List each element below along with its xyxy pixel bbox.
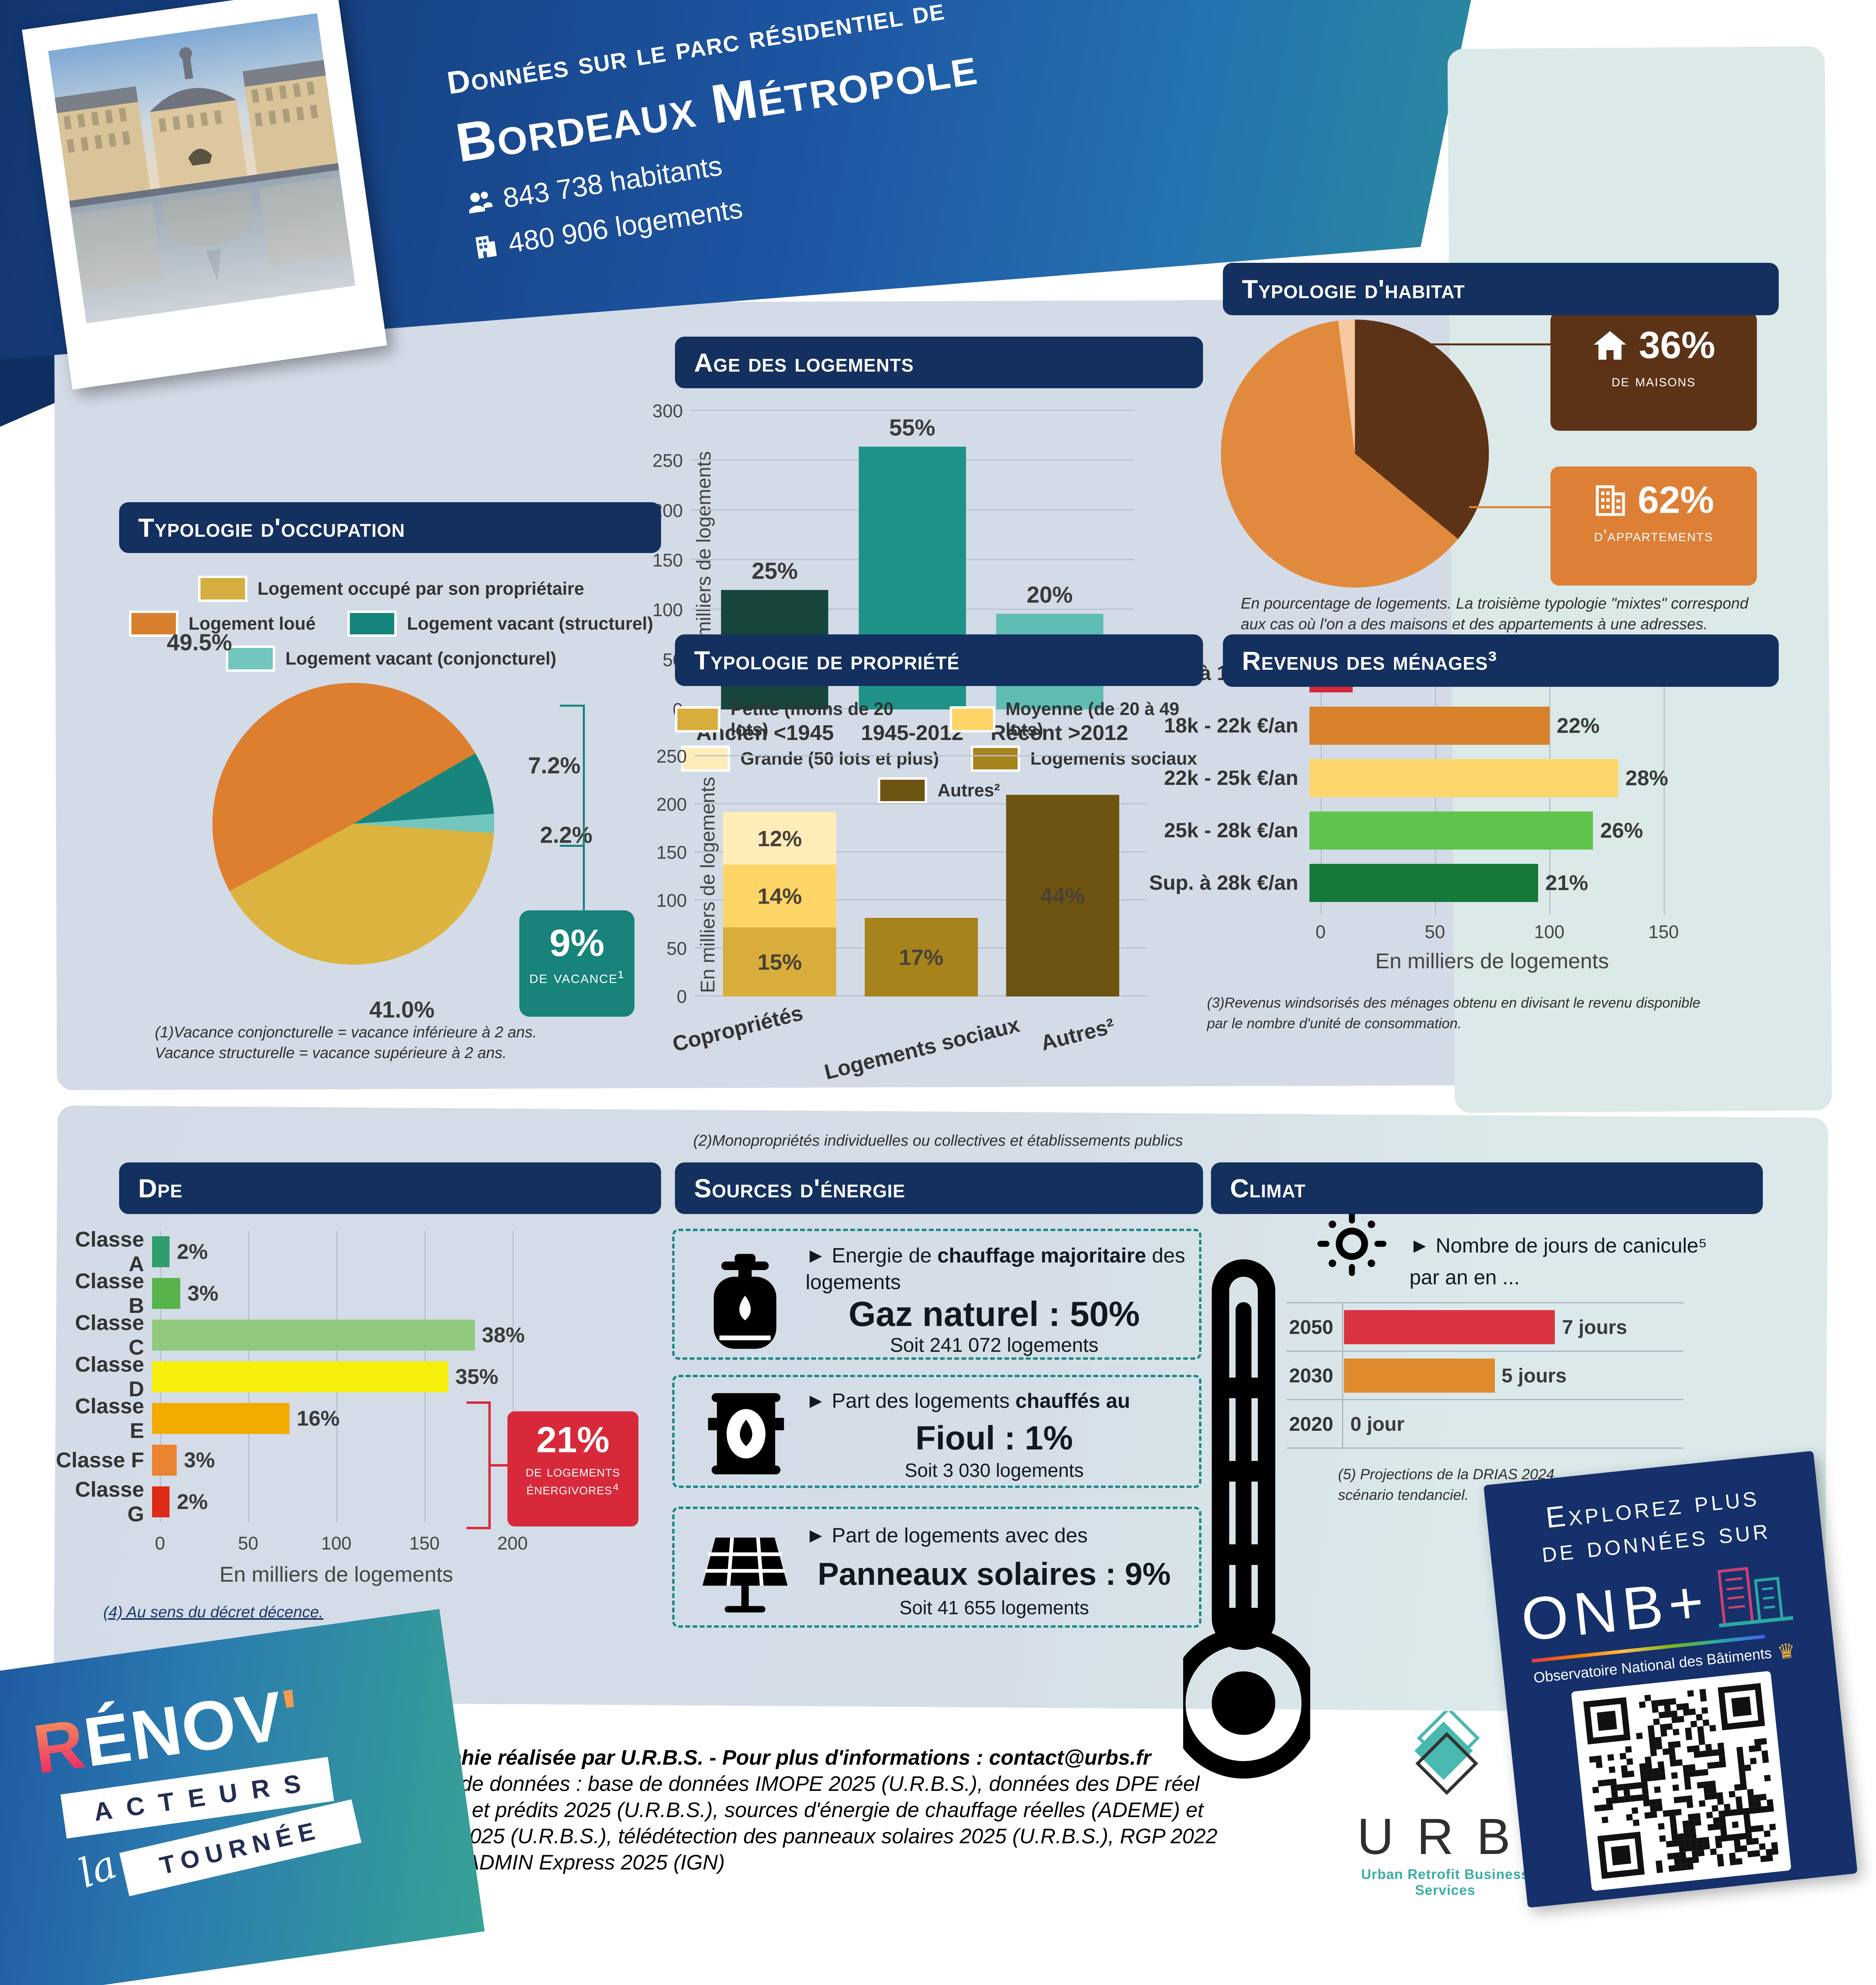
tournee-text: TOURNÉE [157, 1816, 324, 1880]
dwellings-stat: 480 906 logements [470, 154, 995, 264]
urbs-subtitle: Urban Retrofit Business Services [1361, 1867, 1529, 1898]
people-icon [469, 191, 493, 214]
upper-right-panel [1447, 46, 1832, 1113]
credit-line: Infographie réalisée par U.R.B.S. - Pour… [377, 1746, 1151, 1769]
credits: Infographie réalisée par U.R.B.S. - Pour… [377, 1745, 1217, 1876]
la-script: la [72, 1840, 123, 1897]
credit-line: (ADEME) et prédits 2025 (U.R.B.S.), sour… [377, 1798, 1203, 1822]
credit-line: Sources de données : base de données IMO… [377, 1772, 1200, 1796]
place-de-la-bourse-illustration [48, 13, 356, 324]
credit-line: (INSEE), ADMIN Express 2025 (IGN) [377, 1851, 725, 1874]
tournee-banner: TOURNÉE [119, 1799, 362, 1896]
building-icon [475, 235, 497, 259]
urbs-letters: URBS [1357, 1808, 1591, 1865]
bordeaux-photo [22, 0, 387, 390]
acteurs-text: ACTEURS [92, 1767, 317, 1827]
upper-panel [54, 299, 1471, 1091]
header: Données sur le parc résidentiel de Borde… [445, 0, 995, 264]
urbs-diamonds-icon [1414, 1706, 1480, 1795]
inhabitants-stat: 843 738 habitants [463, 110, 989, 220]
acteurs-banner: ACTEURS [60, 1757, 334, 1839]
credit-line: prédites 2025 (U.R.B.S.), télédétection … [377, 1825, 1218, 1848]
lower-panel [53, 1105, 1829, 1713]
renov-r: R [29, 1705, 90, 1789]
urbs-logo: URBS Urban Retrofit Business Services [1334, 1706, 1591, 1898]
